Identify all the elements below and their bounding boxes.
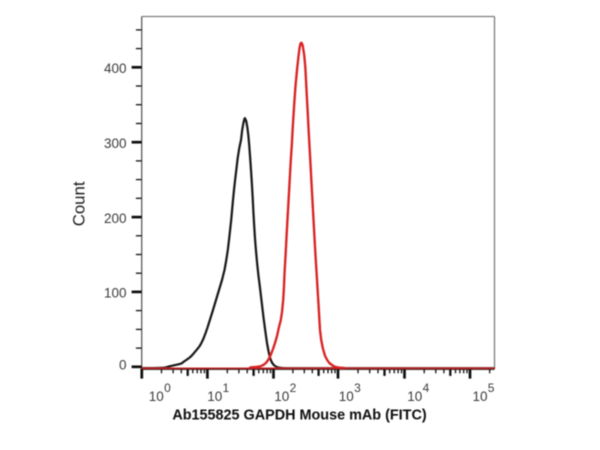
svg-text:100: 100 [104,286,127,301]
svg-text:10: 10 [274,389,289,404]
svg-text:4: 4 [423,381,430,395]
svg-text:0: 0 [119,358,127,373]
svg-text:2: 2 [290,381,297,395]
svg-text:400: 400 [104,61,127,76]
svg-text:0: 0 [164,381,171,395]
svg-text:Count: Count [70,181,89,226]
svg-text:5: 5 [488,381,495,395]
svg-text:Ab155825 GAPDH Mouse mAb (FITC: Ab155825 GAPDH Mouse mAb (FITC) [172,408,426,424]
svg-text:10: 10 [207,389,222,404]
svg-text:300: 300 [104,136,127,151]
svg-text:200: 200 [104,211,127,226]
svg-text:10: 10 [473,389,488,404]
svg-text:3: 3 [354,381,361,395]
svg-text:10: 10 [339,389,354,404]
svg-text:1: 1 [223,381,230,395]
svg-text:10: 10 [149,389,164,404]
svg-text:10: 10 [407,389,422,404]
